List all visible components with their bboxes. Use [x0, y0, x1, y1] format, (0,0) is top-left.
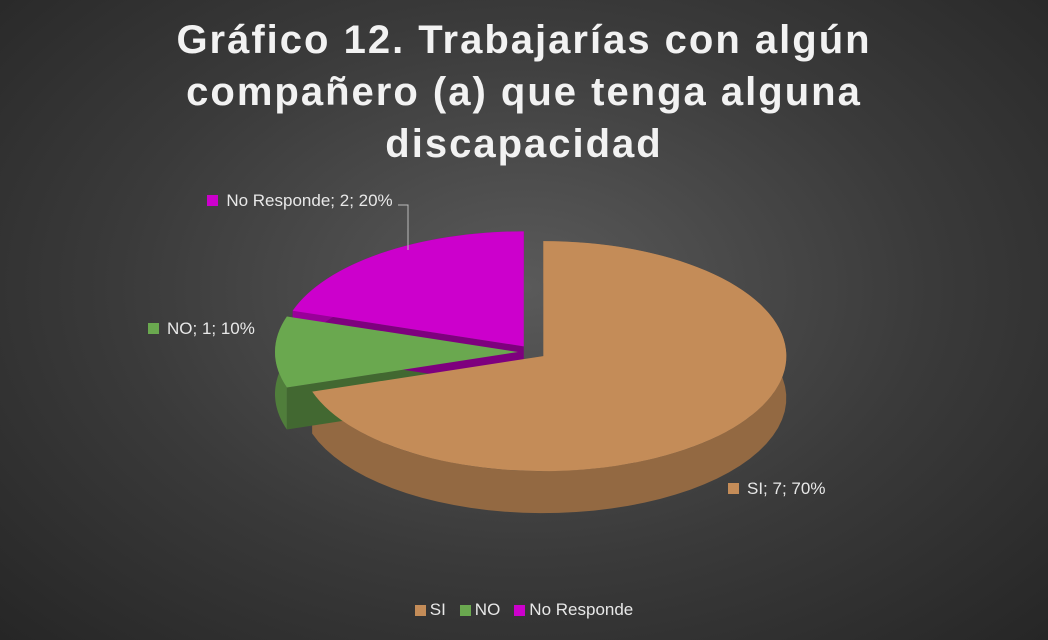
leader-line — [398, 204, 409, 250]
legend-item: NO — [459, 600, 501, 620]
data-label: SI; 7; 70% — [728, 478, 825, 500]
slice-tops — [275, 231, 787, 472]
slice — [275, 316, 518, 388]
data-label: No Responde; 2; 20% — [190, 190, 410, 212]
legend-label: NO — [474, 600, 501, 619]
legend-item: No Responde — [514, 600, 633, 620]
label-text: NO; 1; 10% — [167, 319, 255, 338]
label-text: SI; 7; 70% — [747, 479, 826, 498]
legend-item: SI — [414, 600, 446, 620]
legend: SI NO No Responde — [0, 600, 1048, 620]
legend-key — [514, 604, 526, 616]
slice — [292, 231, 524, 347]
legend-label: SI — [429, 600, 446, 619]
data-label: NO; 1; 10% — [148, 318, 255, 340]
legend-label: No Responde — [529, 600, 634, 619]
label-key — [728, 483, 739, 494]
legend-key — [459, 604, 471, 616]
slice — [312, 241, 787, 472]
label-key — [207, 195, 219, 206]
legend-key — [414, 604, 426, 616]
label-text: No Responde; 2; 20% — [226, 191, 393, 210]
chart-title: Gráfico 12. Trabajarías con algún compañ… — [176, 18, 872, 166]
label-key — [148, 323, 159, 334]
